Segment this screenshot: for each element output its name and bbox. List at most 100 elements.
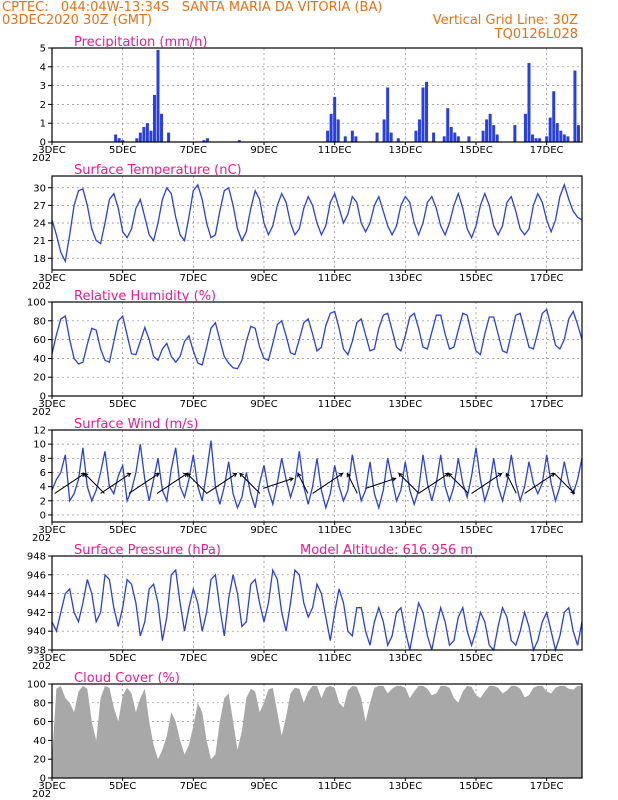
panel2-xtick-label-0: 3DEC — [38, 273, 65, 284]
panel1-xtick-label-4: 11DEC — [318, 145, 352, 156]
wind-arrow-7 — [239, 473, 261, 494]
panel1-bar-11 — [167, 132, 171, 142]
panel1-bar-57 — [576, 125, 580, 142]
header: CPTEC: 044:04W-13:34S SANTA MARIA DA VIT… — [0, 0, 618, 46]
panel1-bar-5 — [142, 126, 146, 142]
panel4-ytick-label-3: 6 — [40, 468, 46, 479]
panel1-bar-47 — [534, 138, 538, 142]
wind-arrow-head-19 — [570, 489, 576, 495]
panel3-ytick-label-3: 60 — [33, 335, 46, 346]
panel4-frame — [51, 429, 583, 523]
panel1-bar-28 — [417, 119, 421, 142]
panel2-xtick-label-6: 15DEC — [459, 273, 493, 284]
panel5-ytick-label-1: 940 — [27, 627, 46, 638]
panel1-ytick-label-4: 4 — [40, 62, 46, 73]
panel1-xtick-label-3: 9DEC — [250, 145, 277, 156]
panel3-xtick-label-1: 5DEC — [109, 399, 136, 410]
panel1-bar-0 — [114, 134, 118, 142]
panel6-ytick-label-3: 60 — [33, 717, 46, 728]
panel2-title: Surface Temperature (nC) — [74, 163, 242, 178]
panel5-annotation: Model Altitude: 616.956 m — [300, 543, 473, 558]
panel2-xtick-label-2: 7DEC — [180, 273, 207, 284]
panel2-xtick-label-3: 9DEC — [250, 273, 277, 284]
panel1-ytick-label-1: 1 — [40, 119, 46, 130]
wind-arrow-18 — [524, 472, 555, 494]
wind-arrow-10 — [312, 472, 343, 494]
panel1-bar-16 — [329, 113, 333, 142]
panel1-bar-7 — [149, 130, 153, 142]
panel5-xtick-label-2: 7DEC — [180, 653, 207, 664]
panel3-series-line — [51, 308, 583, 370]
panel4-year-stub: 202 — [32, 533, 51, 544]
panel1-title: Precipitation (mm/h) — [74, 35, 207, 50]
panel5-ytick-label-2: 942 — [27, 608, 46, 619]
date-line: 03DEC2020 30Z (GMT) — [2, 13, 153, 28]
panel1-ytick-label-5: 5 — [40, 44, 46, 55]
panel5-year-stub: 202 — [32, 661, 51, 672]
panel1-bar-19 — [343, 136, 347, 142]
wind-arrow-head-3 — [154, 472, 160, 478]
panel2-series-line — [51, 182, 583, 264]
wind-arrow-0 — [54, 472, 85, 494]
panel1-bar-42 — [495, 134, 499, 142]
panel5-ytick-label-0: 938 — [27, 646, 46, 657]
panel5-frame — [51, 555, 583, 651]
panel1-bar-37 — [467, 136, 471, 142]
panel6-year-stub: 202 — [32, 789, 51, 800]
panel4-xtick-label-3: 9DEC — [250, 525, 277, 536]
panel1-xtick-label-5: 13DEC — [388, 145, 422, 156]
panel1-xtick-label-1: 5DEC — [109, 145, 136, 156]
wind-arrow-15 — [447, 473, 469, 494]
wind-arrow-head-1 — [83, 472, 89, 478]
wind-arrow-14 — [418, 472, 449, 494]
panel1-bar-32 — [442, 136, 446, 142]
panel1-xtick-label-7: 17DEC — [530, 145, 564, 156]
panel4-xtick-label-2: 7DEC — [180, 525, 207, 536]
panel6-area — [52, 685, 582, 778]
panel3-year-stub: 202 — [32, 407, 51, 418]
panel1-bar-34 — [449, 126, 453, 142]
panel1-bar-44 — [523, 113, 527, 142]
panel1-bar-21 — [354, 136, 358, 142]
wind-arrow-head-16 — [497, 472, 503, 478]
panel1-bar-49 — [545, 136, 549, 142]
panel3-xtick-label-0: 3DEC — [38, 399, 65, 410]
wind-arrow-2 — [100, 472, 131, 494]
panel4-ytick-label-6: 12 — [33, 426, 46, 437]
panel1-bar-46 — [531, 134, 535, 142]
panel1-bar-56 — [573, 70, 577, 142]
panel1-bar-4 — [138, 132, 142, 142]
panel6-ytick-label-5: 100 — [27, 680, 46, 691]
panel1-bar-35 — [453, 132, 457, 142]
panel1-frame — [51, 47, 583, 143]
panel3-xtick-label-4: 11DEC — [318, 399, 352, 410]
panel5-xtick-label-3: 9DEC — [250, 653, 277, 664]
panel3-xtick-label-7: 17DEC — [530, 399, 564, 410]
panel4-ytick-label-5: 10 — [33, 440, 46, 451]
panel1-bar-51 — [552, 91, 556, 142]
wind-arrow-head-9 — [297, 472, 302, 478]
panel1-bar-25 — [389, 132, 393, 142]
run-code: TQ0126L028 — [494, 27, 578, 42]
station-line: CPTEC: 044:04W-13:34S SANTA MARIA DA VIT… — [2, 0, 383, 15]
panel1-ytick-label-0: 0 — [40, 138, 46, 149]
panel1-xtick-label-2: 7DEC — [180, 145, 207, 156]
panel1-bar-31 — [432, 132, 436, 142]
panel5-title: Surface Pressure (hPa) — [74, 543, 221, 558]
panel1-bar-13 — [205, 138, 209, 142]
panel6-ytick-label-0: 0 — [40, 774, 46, 785]
panel4-series-line — [51, 440, 583, 511]
panel2-xtick-label-4: 11DEC — [318, 273, 352, 284]
panel1-bar-41 — [492, 125, 496, 142]
panel4-xtick-label-7: 17DEC — [530, 525, 564, 536]
panel6-xtick-label-6: 15DEC — [459, 781, 493, 792]
wind-arrow-6 — [206, 472, 237, 494]
panel5-xtick-label-7: 17DEC — [530, 653, 564, 664]
panel6-ytick-label-2: 40 — [33, 736, 46, 747]
panel4-xtick-label-4: 11DEC — [318, 525, 352, 536]
wind-arrow-head-2 — [126, 472, 132, 478]
panel1-bar-29 — [421, 87, 425, 142]
panel5-xtick-label-0: 3DEC — [38, 653, 65, 664]
panel1-bar-24 — [386, 87, 390, 142]
